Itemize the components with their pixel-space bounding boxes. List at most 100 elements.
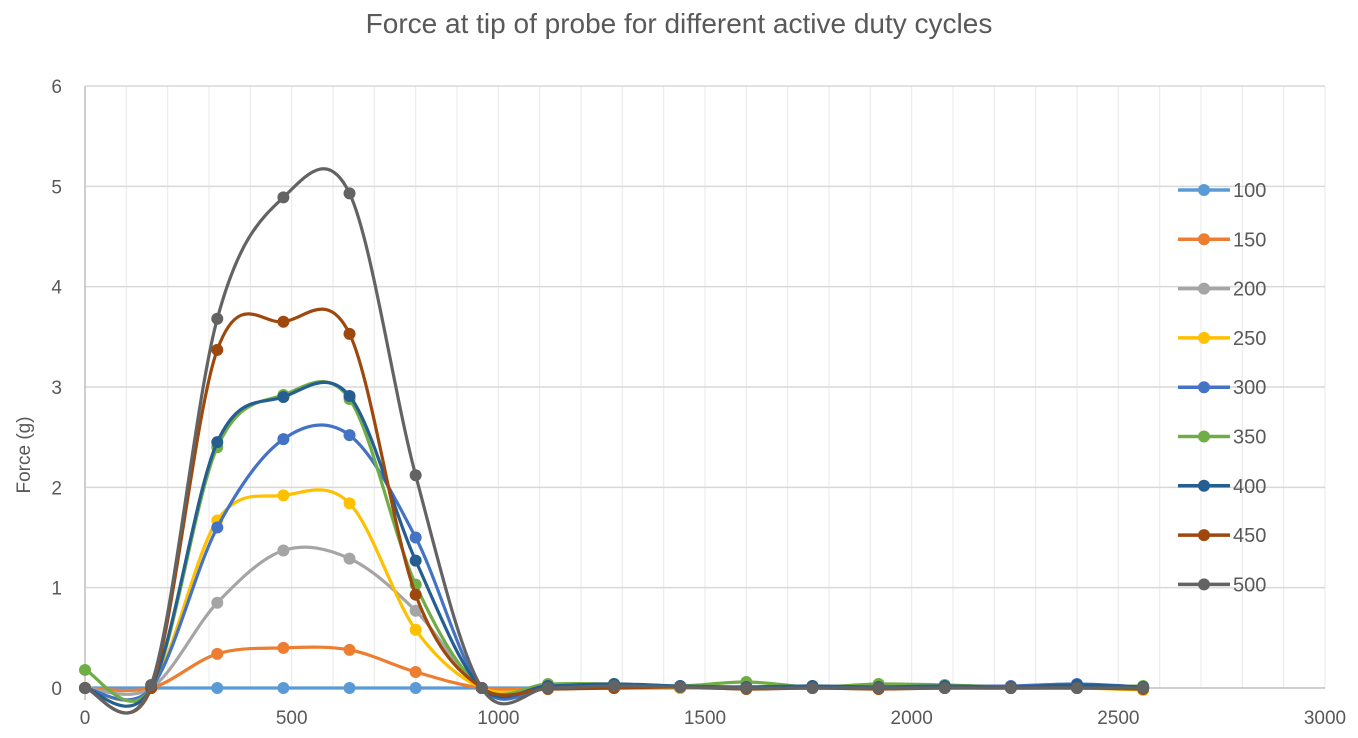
legend-item-200: 200 — [1178, 279, 1266, 301]
series-300 — [79, 423, 1150, 702]
data-point-marker — [211, 521, 224, 534]
data-point-marker — [541, 682, 554, 694]
data-point-marker — [475, 682, 488, 694]
data-point-marker — [277, 489, 290, 502]
x-tick-label: 500 — [276, 708, 308, 729]
data-point-marker — [343, 497, 356, 510]
legend-label: 350 — [1233, 427, 1266, 449]
legend-marker-icon — [1198, 282, 1210, 295]
legend-marker-icon — [1198, 381, 1210, 394]
series-line — [84, 423, 1144, 702]
data-point-marker — [409, 604, 422, 617]
data-point-marker — [674, 680, 687, 693]
series-350 — [79, 380, 1150, 703]
legend-item-350: 350 — [1178, 427, 1266, 449]
legend-item-400: 400 — [1178, 476, 1266, 498]
data-point-marker — [1137, 682, 1150, 694]
legend-marker-icon — [1198, 233, 1210, 246]
data-point-marker — [409, 554, 422, 567]
grid-lines — [85, 85, 1326, 688]
series-line — [84, 380, 1144, 708]
legend-label: 250 — [1233, 328, 1266, 350]
series-500 — [79, 167, 1150, 715]
data-point-marker — [608, 679, 621, 692]
data-point-marker — [277, 315, 290, 328]
series-400 — [79, 380, 1150, 708]
data-point-marker — [343, 187, 356, 200]
data-point-marker — [343, 390, 356, 403]
legend-item-150: 150 — [1178, 229, 1266, 251]
legend-marker-icon — [1198, 479, 1210, 492]
data-point-marker — [343, 327, 356, 340]
x-tick-label: 1000 — [477, 708, 519, 729]
data-point-marker — [343, 552, 356, 565]
legend-label: 300 — [1233, 377, 1266, 399]
y-tick-label: 0 — [51, 679, 62, 700]
series-200 — [79, 544, 1150, 696]
legend-label: 200 — [1233, 279, 1266, 301]
legend-item-500: 500 — [1178, 574, 1266, 596]
legend-label: 450 — [1233, 525, 1266, 547]
data-point-marker — [409, 665, 422, 678]
data-point-marker — [1071, 682, 1083, 694]
legend: 100 150 200 250 300 350 400 450 500 — [1178, 180, 1266, 596]
data-point-marker — [277, 191, 290, 204]
data-point-marker — [145, 678, 158, 691]
data-point-marker — [211, 596, 224, 609]
series-250 — [79, 488, 1150, 702]
data-point-marker — [1004, 682, 1017, 694]
legend-marker-icon — [1198, 331, 1210, 344]
x-tick-label: 3000 — [1304, 708, 1346, 729]
legend-item-450: 450 — [1178, 525, 1266, 547]
legend-label: 400 — [1233, 476, 1266, 498]
data-point-marker — [343, 682, 356, 694]
data-point-marker — [343, 429, 356, 442]
data-point-marker — [806, 682, 819, 694]
legend-marker-icon — [1198, 430, 1210, 443]
legend-item-100: 100 — [1178, 180, 1266, 202]
legend-marker-icon — [1198, 578, 1210, 591]
legend-marker-icon — [1198, 184, 1210, 196]
data-point-marker — [343, 643, 356, 656]
data-point-marker — [211, 436, 224, 449]
y-tick-label: 4 — [51, 278, 62, 299]
series-line — [84, 488, 1144, 702]
series-line — [84, 545, 1144, 696]
x-tick-label: 2500 — [1097, 708, 1139, 729]
data-point-marker — [409, 469, 422, 482]
data-point-marker — [409, 588, 422, 601]
series-line — [84, 380, 1144, 703]
y-tick-label: 3 — [51, 378, 62, 399]
legend-item-250: 250 — [1178, 328, 1266, 350]
chart-title: Force at tip of probe for different acti… — [365, 8, 993, 39]
data-point-marker — [211, 343, 224, 356]
data-point-marker — [409, 682, 422, 694]
data-point-marker — [938, 682, 951, 694]
series-lines — [79, 167, 1150, 715]
data-point-marker — [277, 391, 290, 404]
data-point-marker — [211, 682, 224, 694]
legend-label: 100 — [1233, 180, 1266, 202]
axes: 0 1 2 3 4 5 6 0 500 1000 1500 2000 2500 3000 — [51, 77, 1346, 729]
y-tick-label: 1 — [51, 579, 62, 600]
data-point-marker — [277, 641, 290, 654]
y-tick-label: 2 — [51, 478, 62, 499]
data-point-marker — [79, 682, 91, 694]
data-point-marker — [211, 312, 224, 325]
data-point-marker — [79, 663, 91, 676]
y-tick-label: 5 — [51, 177, 62, 198]
x-tick-label: 1500 — [684, 708, 726, 729]
legend-label: 500 — [1233, 574, 1266, 596]
data-point-marker — [872, 682, 885, 694]
series-450 — [79, 307, 1150, 715]
series-line — [84, 307, 1144, 715]
data-point-marker — [277, 544, 290, 557]
data-point-marker — [211, 647, 224, 660]
legend-item-300: 300 — [1178, 377, 1266, 399]
data-point-marker — [277, 682, 290, 694]
x-tick-label: 0 — [80, 708, 91, 729]
x-tick-label: 2000 — [891, 708, 933, 729]
data-point-marker — [409, 531, 422, 544]
y-tick-label: 6 — [51, 77, 62, 98]
